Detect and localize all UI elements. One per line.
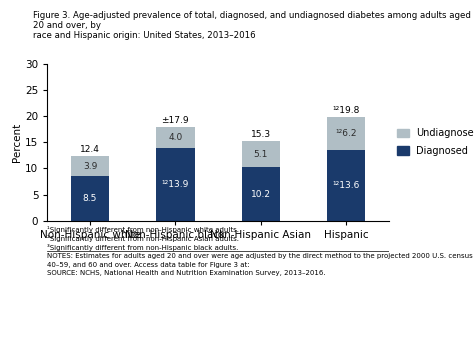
Text: 40–59, and 60 and over. Access data table for Figure 3 at:: 40–59, and 60 and over. Access data tabl… [47,262,255,268]
Bar [241,141,280,167]
Text: ¹²19.8: ¹²19.8 [332,107,360,115]
Text: ¹²13.9: ¹²13.9 [162,180,189,189]
Text: 4.0: 4.0 [168,133,182,142]
Text: 5.1: 5.1 [254,150,268,158]
Bar [156,148,194,221]
Text: ¹²6.2: ¹²6.2 [335,129,357,138]
Bar [327,150,365,221]
Text: Figure 3. Age-adjusted prevalence of total, diagnosed, and undiagnosed diabetes : Figure 3. Age-adjusted prevalence of tot… [33,11,471,40]
Bar [241,167,280,221]
Text: ¹²13.6: ¹²13.6 [332,181,360,190]
Text: ¹Significantly different from non-Hispanic white adults.: ¹Significantly different from non-Hispan… [47,226,239,233]
Text: 8.5: 8.5 [83,194,97,203]
Text: 12.4: 12.4 [80,145,100,154]
Bar [327,117,365,150]
Bar [156,127,194,148]
Bar [71,156,109,176]
Legend: Undiagnosed, Diagnosed: Undiagnosed, Diagnosed [397,128,474,156]
Text: ³Significantly different from non-Hispanic black adults.: ³Significantly different from non-Hispan… [47,244,239,251]
Text: 15.3: 15.3 [251,130,271,139]
Text: 10.2: 10.2 [251,190,271,199]
Text: NOTES: Estimates for adults aged 20 and over were age adjusted by the direct met: NOTES: Estimates for adults aged 20 and … [47,253,474,259]
Text: 3.9: 3.9 [83,162,97,170]
Bar [71,176,109,221]
Text: SOURCE: NCHS, National Health and Nutrition Examination Survey, 2013–2016.: SOURCE: NCHS, National Health and Nutrit… [47,270,326,276]
Text: ²Significantly different from non-Hispanic Asian adults.: ²Significantly different from non-Hispan… [47,235,239,242]
Text: ±17.9: ±17.9 [162,116,189,125]
Y-axis label: Percent: Percent [12,122,22,162]
